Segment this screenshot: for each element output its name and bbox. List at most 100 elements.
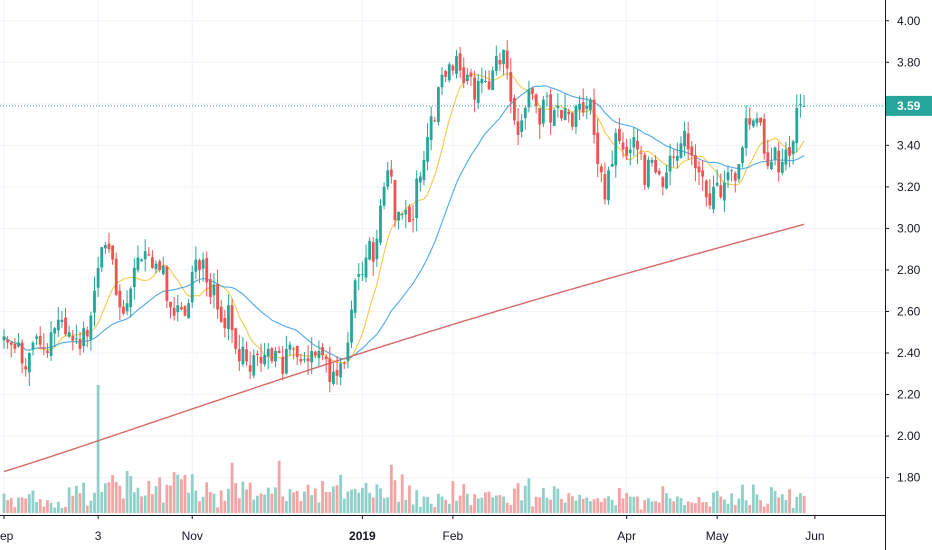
candle[interactable] bbox=[85, 326, 89, 348]
candle[interactable] bbox=[259, 343, 263, 373]
candle[interactable] bbox=[791, 139, 795, 165]
candle[interactable] bbox=[256, 350, 259, 366]
candle[interactable] bbox=[415, 170, 419, 232]
candle[interactable] bbox=[574, 104, 578, 135]
candle[interactable] bbox=[625, 138, 629, 161]
candle[interactable] bbox=[248, 351, 252, 380]
candle[interactable] bbox=[784, 142, 788, 171]
candle[interactable] bbox=[227, 294, 230, 341]
candle[interactable] bbox=[628, 138, 632, 166]
candle[interactable] bbox=[672, 149, 676, 168]
candle[interactable] bbox=[288, 341, 292, 356]
candle[interactable] bbox=[13, 338, 17, 354]
candle[interactable] bbox=[404, 199, 408, 229]
candle[interactable] bbox=[194, 246, 198, 280]
candle[interactable] bbox=[107, 232, 111, 254]
candle[interactable] bbox=[603, 162, 607, 205]
candle[interactable] bbox=[567, 108, 571, 123]
candle[interactable] bbox=[737, 164, 741, 183]
candle[interactable] bbox=[371, 237, 375, 276]
candle[interactable] bbox=[531, 86, 534, 100]
candle[interactable] bbox=[223, 309, 227, 338]
candle[interactable] bbox=[661, 175, 665, 196]
candle[interactable] bbox=[570, 111, 574, 131]
candle[interactable] bbox=[350, 300, 353, 349]
candle[interactable] bbox=[49, 321, 53, 362]
candle[interactable] bbox=[556, 93, 560, 118]
candle[interactable] bbox=[505, 40, 509, 80]
candle[interactable] bbox=[650, 157, 654, 167]
candle[interactable] bbox=[176, 294, 180, 322]
candle[interactable] bbox=[777, 142, 781, 182]
candle[interactable] bbox=[408, 204, 411, 223]
candle[interactable] bbox=[64, 308, 67, 337]
candle[interactable] bbox=[151, 250, 154, 269]
candle[interactable] bbox=[762, 113, 766, 160]
candle[interactable] bbox=[469, 68, 473, 86]
candle[interactable] bbox=[541, 96, 545, 128]
candle[interactable] bbox=[270, 347, 274, 364]
candle[interactable] bbox=[697, 160, 701, 186]
candle[interactable] bbox=[614, 128, 618, 178]
time-axis[interactable]: ep 3 Nov 2019 Feb Apr May Jun bbox=[0, 515, 825, 543]
candle[interactable] bbox=[78, 331, 82, 356]
candle[interactable] bbox=[317, 340, 321, 367]
candle[interactable] bbox=[795, 94, 799, 153]
candle[interactable] bbox=[360, 261, 364, 281]
candle[interactable] bbox=[621, 132, 625, 158]
candle[interactable] bbox=[382, 182, 386, 210]
candle[interactable] bbox=[230, 298, 234, 344]
candle[interactable] bbox=[520, 114, 524, 138]
candle[interactable] bbox=[125, 290, 129, 315]
candle[interactable] bbox=[165, 265, 169, 309]
candle[interactable] bbox=[578, 95, 581, 121]
candle[interactable] bbox=[93, 276, 96, 327]
candle[interactable] bbox=[418, 172, 422, 192]
candle[interactable] bbox=[694, 144, 697, 182]
candle[interactable] bbox=[179, 301, 183, 311]
candle[interactable] bbox=[158, 259, 162, 273]
candle[interactable] bbox=[27, 352, 31, 386]
candle[interactable] bbox=[386, 162, 390, 190]
candle[interactable] bbox=[75, 324, 78, 345]
candle[interactable] bbox=[136, 245, 140, 273]
candle[interactable] bbox=[328, 346, 332, 393]
candle[interactable] bbox=[24, 358, 28, 377]
candle[interactable] bbox=[277, 346, 281, 354]
candle[interactable] bbox=[686, 121, 690, 160]
candle[interactable] bbox=[484, 70, 487, 83]
candle[interactable] bbox=[549, 88, 553, 135]
candle[interactable] bbox=[639, 145, 643, 161]
candle[interactable] bbox=[802, 94, 806, 107]
candle[interactable] bbox=[690, 141, 694, 166]
candle[interactable] bbox=[751, 118, 755, 129]
candle[interactable] bbox=[357, 263, 361, 291]
candle[interactable] bbox=[487, 70, 491, 91]
candle[interactable] bbox=[219, 300, 223, 323]
candle[interactable] bbox=[766, 139, 770, 170]
candle[interactable] bbox=[654, 155, 657, 174]
candle[interactable] bbox=[20, 339, 24, 374]
candle[interactable] bbox=[563, 93, 567, 121]
candle[interactable] bbox=[205, 251, 209, 297]
candle[interactable] bbox=[632, 127, 636, 157]
candle[interactable] bbox=[245, 341, 248, 366]
candle[interactable] bbox=[346, 331, 350, 369]
candle[interactable] bbox=[31, 340, 35, 356]
candle[interactable] bbox=[636, 129, 639, 164]
candle[interactable] bbox=[299, 353, 303, 365]
candle[interactable] bbox=[154, 260, 158, 274]
candle[interactable] bbox=[198, 258, 201, 284]
candle[interactable] bbox=[295, 345, 299, 365]
candle[interactable] bbox=[169, 301, 172, 319]
candle[interactable] bbox=[683, 121, 686, 156]
candle[interactable] bbox=[100, 246, 104, 273]
candle[interactable] bbox=[368, 237, 372, 261]
candle[interactable] bbox=[429, 106, 433, 151]
candle[interactable] bbox=[103, 241, 107, 255]
candle[interactable] bbox=[208, 273, 212, 305]
candle[interactable] bbox=[596, 118, 600, 178]
candle[interactable] bbox=[122, 299, 125, 316]
candle[interactable] bbox=[303, 352, 306, 363]
candle[interactable] bbox=[284, 335, 288, 375]
